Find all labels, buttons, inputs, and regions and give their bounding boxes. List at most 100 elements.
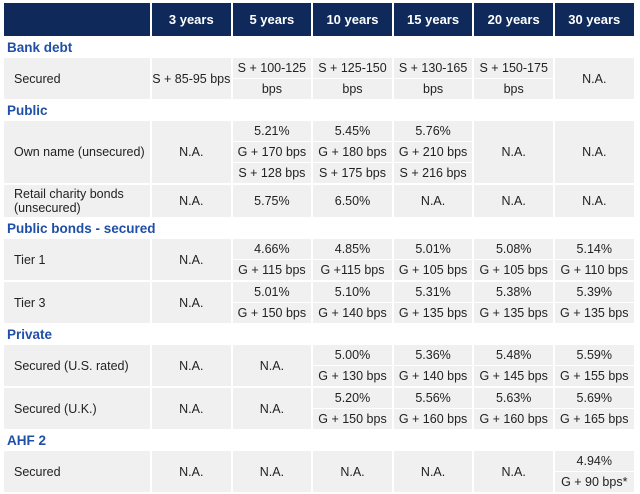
table-row: Secured S + 85-95 bps S + 100-125 bps S + 12… bbox=[2, 56, 636, 101]
table-cell: S + 85-95 bps bbox=[150, 56, 233, 101]
cell-line: G + 210 bps bbox=[393, 141, 473, 162]
cell-line: 5.76% bbox=[415, 124, 451, 138]
cell-line: G + 90 bps* bbox=[554, 471, 634, 492]
cell-line: N.A. bbox=[420, 194, 446, 208]
section-header-row: Private bbox=[3, 324, 635, 344]
table-cell: 5.21% G + 170 bps S + 128 bps bbox=[230, 119, 314, 185]
table-cell: 5.31% G + 135 bps bbox=[391, 280, 475, 325]
table-cell: N.A. bbox=[150, 119, 233, 185]
table-cell: 5.01% G + 105 bps bbox=[391, 237, 475, 282]
cell-line: S + 128 bps bbox=[232, 162, 312, 183]
section-header-row: Public bonds - secured bbox=[3, 218, 635, 238]
cell-line: S + 125-150 bbox=[318, 61, 387, 75]
section-header-row: Bank debt bbox=[3, 37, 635, 57]
table-cell: S + 130-165 bps bbox=[391, 56, 475, 101]
cell-line: N.A. bbox=[501, 464, 526, 479]
table-cell: 5.76% G + 210 bps S + 216 bps bbox=[391, 119, 475, 185]
cell-line: N.A. bbox=[179, 401, 204, 416]
table-cell: 6.50% bbox=[311, 183, 394, 219]
cell-line: bps bbox=[313, 78, 392, 99]
cell-line: G + 135 bps bbox=[393, 302, 473, 323]
table-row: Secured (U.S. rated) N.A. N.A. 5.00% G + 130… bbox=[2, 343, 636, 388]
table-cell: N.A. bbox=[391, 449, 475, 494]
cell-line: 5.45% bbox=[334, 124, 371, 138]
cell-line: 5.38% bbox=[495, 285, 532, 299]
cell-line: G + 160 bps bbox=[393, 408, 473, 429]
section-title: Private bbox=[3, 324, 635, 344]
cell-line: G + 135 bps bbox=[474, 302, 553, 323]
row-label: Retail charity bonds (unsecured) bbox=[2, 183, 152, 219]
cell-line: 4.85% bbox=[334, 242, 371, 256]
table-cell: 5.75% bbox=[230, 183, 314, 219]
row-label: Secured (U.K.) bbox=[2, 386, 152, 431]
cell-line: 5.08% bbox=[495, 242, 532, 256]
cell-line: G + 115 bps bbox=[232, 259, 312, 280]
table-cell: N.A. bbox=[552, 119, 636, 185]
table-cell: 5.38% G + 135 bps bbox=[472, 280, 555, 325]
cell-line: N.A. bbox=[179, 145, 204, 159]
cell-line: 5.31% bbox=[415, 285, 451, 299]
cell-line: G + 150 bps bbox=[232, 302, 312, 323]
table-cell: 5.08% G + 105 bps bbox=[472, 237, 555, 282]
table-cell: 5.10% G + 140 bps bbox=[311, 280, 394, 325]
cell-line: 5.59% bbox=[576, 348, 612, 362]
cell-line: 5.56% bbox=[415, 391, 451, 405]
cell-line: N.A. bbox=[179, 252, 204, 267]
table-cell: N.A. bbox=[552, 56, 636, 101]
cell-line: N.A. bbox=[179, 295, 204, 310]
table-cell: 5.48% G + 145 bps bbox=[472, 343, 555, 388]
table-cell: N.A. bbox=[150, 386, 233, 431]
cell-line: N.A. bbox=[582, 145, 607, 159]
cell-line: 5.63% bbox=[495, 391, 532, 405]
cell-line: 5.01% bbox=[415, 242, 451, 256]
cell-line: N.A. bbox=[259, 401, 285, 416]
table-row: Own name (unsecured) N.A. 5.21% G + 170 bps… bbox=[2, 119, 636, 185]
table-cell: 4.66% G + 115 bps bbox=[230, 237, 314, 282]
cell-line: S + 85-95 bps bbox=[152, 71, 231, 86]
table-cell: 5.14% G + 110 bps bbox=[552, 237, 636, 282]
cell-line: bps bbox=[232, 78, 312, 99]
cell-line: S + 100-125 bbox=[237, 61, 307, 75]
cell-line: N.A. bbox=[179, 358, 204, 373]
cell-line: N.A. bbox=[179, 194, 204, 208]
section-header-row: Public bbox=[3, 100, 635, 120]
header-10-years: 10 years bbox=[311, 1, 394, 38]
table-body: Bank debt Secured S + 85-95 bps S + 100-125… bbox=[2, 37, 636, 494]
table-cell: 5.00% G + 130 bps bbox=[311, 343, 394, 388]
cell-line: G + 150 bps bbox=[313, 408, 392, 429]
cell-line: N.A. bbox=[501, 194, 526, 208]
cell-line: 5.69% bbox=[576, 391, 612, 405]
cell-line: 5.01% bbox=[254, 285, 290, 299]
table-cell: N.A. bbox=[150, 280, 233, 325]
header-30-years: 30 years bbox=[552, 1, 636, 38]
row-label: Secured (U.S. rated) bbox=[2, 343, 152, 388]
table-cell: N.A. bbox=[311, 449, 394, 494]
header-20-years: 20 years bbox=[472, 1, 555, 38]
cell-line: N.A. bbox=[259, 358, 285, 373]
table-row: Tier 3 N.A. 5.01% G + 150 bps 5.10% G + 140 b… bbox=[2, 280, 636, 325]
cell-line: N.A. bbox=[582, 71, 607, 86]
header-row: 3 years 5 years 10 years 15 years 20 yea… bbox=[2, 1, 636, 38]
cell-line: bps bbox=[393, 78, 473, 99]
table-cell: 5.45% G + 180 bps S + 175 bps bbox=[311, 119, 394, 185]
table-cell: 5.39% G + 135 bps bbox=[552, 280, 636, 325]
cell-line: S + 150-175 bbox=[479, 61, 548, 75]
cell-line: N.A. bbox=[420, 464, 446, 479]
cell-line: 5.10% bbox=[334, 285, 371, 299]
table-row: Secured N.A. N.A. N.A. N.A. N.A. 4.94% G + 90 b… bbox=[2, 449, 636, 494]
cell-line: G + 170 bps bbox=[232, 141, 312, 162]
cell-line: N.A. bbox=[501, 145, 526, 159]
section-title: Bank debt bbox=[3, 37, 635, 57]
row-label: Tier 3 bbox=[2, 280, 152, 325]
section-title: Public bonds - secured bbox=[3, 218, 635, 238]
table-cell: S + 100-125 bps bbox=[230, 56, 314, 101]
cell-line: G + 105 bps bbox=[474, 259, 553, 280]
cell-line: G + 130 bps bbox=[313, 365, 392, 386]
row-label: Secured bbox=[2, 56, 152, 101]
table-cell: N.A. bbox=[552, 183, 636, 219]
cell-line: 5.75% bbox=[254, 194, 290, 208]
table-cell: 5.20% G + 150 bps bbox=[311, 386, 394, 431]
cell-line: G + 180 bps bbox=[313, 141, 392, 162]
cell-line: S + 175 bps bbox=[313, 162, 392, 183]
